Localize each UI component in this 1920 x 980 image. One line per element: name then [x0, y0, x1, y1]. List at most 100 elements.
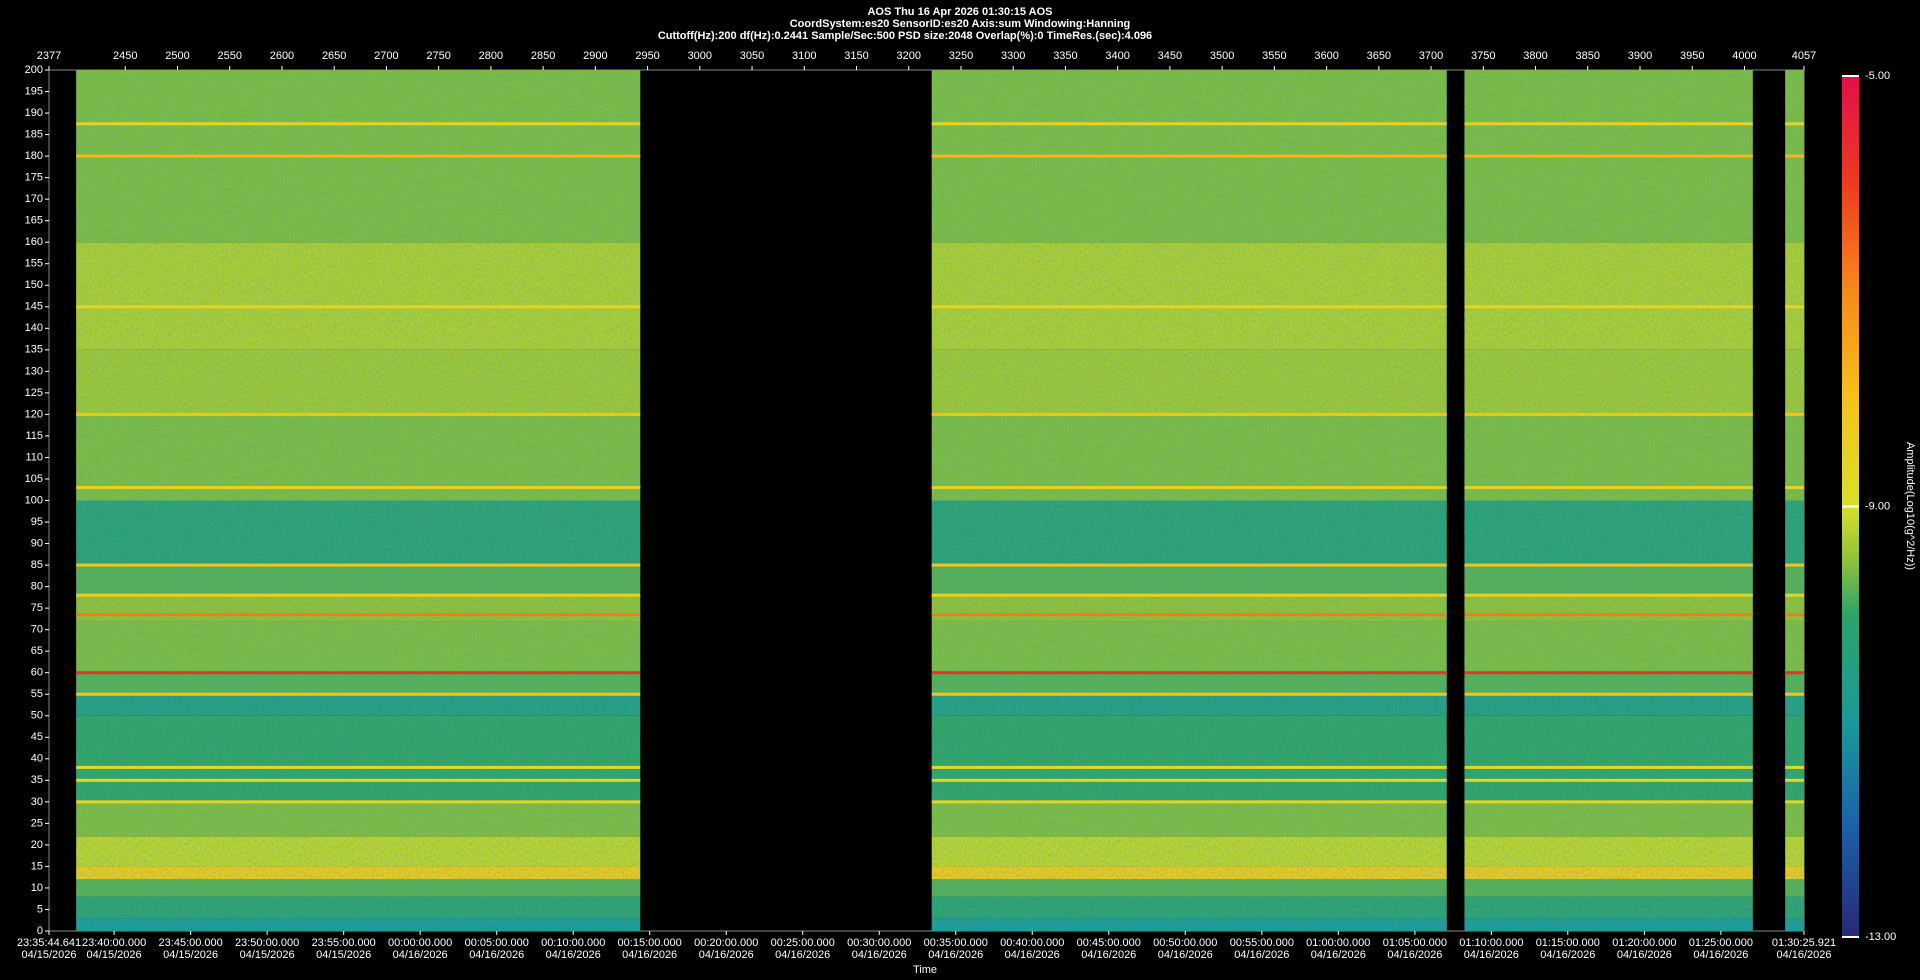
line-cell: [1464, 563, 1753, 567]
line-cell: [76, 154, 641, 158]
time-tick-label: 00:05:00.000: [465, 937, 529, 949]
x-axis-label: Time: [913, 964, 937, 976]
y-tick-label: 150: [25, 279, 43, 291]
line-cell: [76, 563, 641, 567]
y-tick-label: 95: [31, 516, 43, 528]
y-tick-label: 60: [31, 667, 43, 679]
x-tick-label: 3900: [1628, 50, 1652, 62]
y-tick-label: 160: [25, 236, 43, 248]
line-cell: [76, 692, 641, 696]
date-tick-label: 04/16/2026: [1693, 949, 1748, 961]
line-cell: [76, 671, 641, 675]
time-tick-label: 00:15:00.000: [618, 937, 682, 949]
date-tick-label: 04/16/2026: [1234, 949, 1289, 961]
line-cell: [1464, 154, 1753, 158]
y-tick-label: 115: [25, 430, 43, 442]
y-tick-label: 110: [25, 451, 43, 463]
date-tick-label: 04/15/2026: [163, 949, 218, 961]
line-cell: [1785, 593, 1804, 597]
line-cell: [931, 412, 1447, 416]
date-tick-label: 04/15/2026: [316, 949, 371, 961]
y-tick-label: 170: [25, 193, 43, 205]
line-cell: [1785, 613, 1804, 617]
colorbar-tick-label: -13.00: [1865, 931, 1896, 943]
time-tick-label: 23:40:00.000: [82, 937, 146, 949]
x-tick-label: 4057: [1792, 50, 1816, 62]
x-tick-label: 2800: [479, 50, 503, 62]
time-tick-label: 00:10:00.000: [541, 937, 605, 949]
x-tick-label: 2950: [635, 50, 659, 62]
date-tick-label: 04/16/2026: [1387, 949, 1442, 961]
date-tick-label: 04/16/2026: [1617, 949, 1672, 961]
line-cell: [76, 613, 641, 617]
y-tick-label: 125: [25, 387, 43, 399]
date-tick-label: 04/16/2026: [546, 949, 601, 961]
line-cell: [1785, 305, 1804, 309]
y-tick-label: 185: [25, 128, 43, 140]
x-tick-label: 3550: [1262, 50, 1286, 62]
x-tick-label: 3700: [1419, 50, 1443, 62]
y-tick-label: 105: [25, 473, 43, 485]
line-cell: [76, 412, 641, 416]
x-tick-label: 3350: [1053, 50, 1077, 62]
x-tick-label: 3250: [949, 50, 973, 62]
line-cell: [931, 778, 1447, 782]
x-tick-label: 3050: [740, 50, 764, 62]
line-cell: [76, 305, 641, 309]
line-cell: [931, 305, 1447, 309]
line-cell: [931, 692, 1447, 696]
time-tick-label: 01:05:00.000: [1383, 937, 1447, 949]
y-tick-label: 10: [31, 882, 43, 894]
date-tick-label: 04/16/2026: [852, 949, 907, 961]
line-cell: [1785, 154, 1804, 158]
y-tick-label: 100: [25, 494, 43, 506]
y-tick-label: 75: [31, 602, 43, 614]
y-tick-label: 190: [25, 107, 43, 119]
y-tick-label: 50: [31, 710, 43, 722]
x-tick-label: 3300: [1001, 50, 1025, 62]
y-tick-label: 90: [31, 537, 43, 549]
line-cell: [1464, 122, 1753, 126]
time-tick-label: 00:45:00.000: [1077, 937, 1141, 949]
line-cell: [1785, 486, 1804, 490]
time-tick-label: 00:35:00.000: [924, 937, 988, 949]
x-tick-label: 2700: [374, 50, 398, 62]
y-tick-label: 45: [31, 731, 43, 743]
time-tick-label: 23:35:44.641: [17, 937, 81, 949]
x-tick-label: 3600: [1314, 50, 1338, 62]
noise-texture: [76, 70, 641, 931]
line-cell: [1785, 765, 1804, 769]
line-cell: [1464, 671, 1753, 675]
x-tick-label: 2600: [270, 50, 294, 62]
line-cell: [931, 593, 1447, 597]
y-tick-label: 65: [31, 645, 43, 657]
date-tick-label: 04/16/2026: [393, 949, 448, 961]
line-cell: [1464, 486, 1753, 490]
y-tick-label: 180: [25, 150, 43, 162]
line-cell: [76, 593, 641, 597]
x-tick-label: 3400: [1105, 50, 1129, 62]
y-tick-label: 145: [25, 301, 43, 313]
y-tick-label: 80: [31, 581, 43, 593]
line-cell: [931, 613, 1447, 617]
x-tick-label: 3850: [1576, 50, 1600, 62]
line-cell: [1785, 122, 1804, 126]
y-tick-label: 130: [25, 365, 43, 377]
line-cell: [1785, 778, 1804, 782]
x-tick-label: 3150: [844, 50, 868, 62]
time-tick-label: 00:20:00.000: [694, 937, 758, 949]
line-cell: [1785, 412, 1804, 416]
line-cell: [931, 154, 1447, 158]
date-tick-label: 04/16/2026: [1158, 949, 1213, 961]
date-tick-label: 04/16/2026: [1776, 949, 1831, 961]
date-tick-label: 04/16/2026: [1540, 949, 1595, 961]
time-tick-label: 00:50:00.000: [1153, 937, 1217, 949]
y-tick-label: 175: [25, 172, 43, 184]
line-cell: [931, 765, 1447, 769]
line-cell: [1464, 412, 1753, 416]
settings-line: Cuttoff(Hz):200 df(Hz):0.2441 Sample/Sec…: [658, 30, 1152, 42]
noise-texture: [931, 70, 1447, 931]
x-tick-label: 3650: [1367, 50, 1391, 62]
y-tick-label: 25: [31, 817, 43, 829]
date-tick-label: 04/15/2026: [87, 949, 142, 961]
